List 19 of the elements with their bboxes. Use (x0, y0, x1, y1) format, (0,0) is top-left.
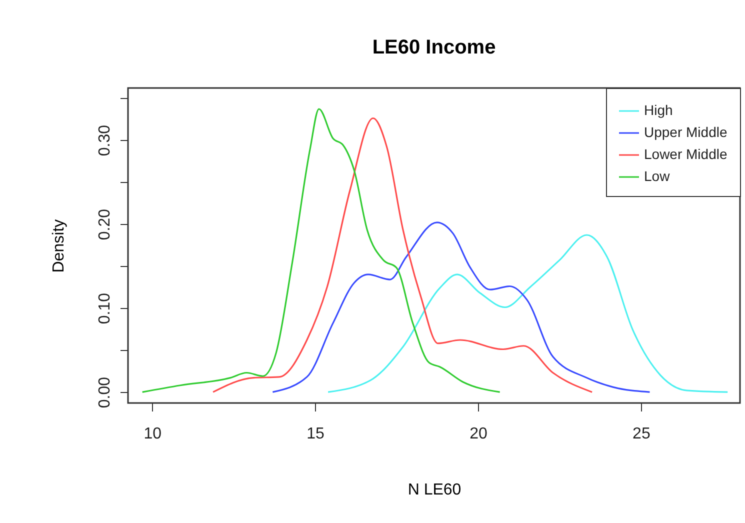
legend-label: Upper Middle (644, 124, 728, 140)
line-series (272, 222, 651, 393)
y-tick-label: 0.10 (96, 292, 114, 324)
x-tick-label: 20 (470, 426, 488, 442)
x-tick-label: 15 (306, 426, 325, 442)
y-tick-label: 0.00 (96, 376, 114, 408)
line-series (327, 234, 728, 393)
x-tick-label: 10 (144, 426, 162, 442)
x-tick-label: 25 (632, 426, 650, 442)
line-series (142, 108, 501, 393)
legend-label: Lower Middle (644, 146, 728, 162)
y-tick-label: 0.30 (96, 124, 114, 156)
legend-label: Low (644, 168, 671, 184)
line-series (212, 117, 593, 393)
y-tick-label: 0.20 (96, 208, 114, 240)
legend-label: High (644, 102, 673, 118)
x-axis-title: N LE60 (408, 482, 462, 498)
y-axis-title: Density (50, 219, 68, 273)
chart-title: LE60 Income (372, 36, 496, 58)
